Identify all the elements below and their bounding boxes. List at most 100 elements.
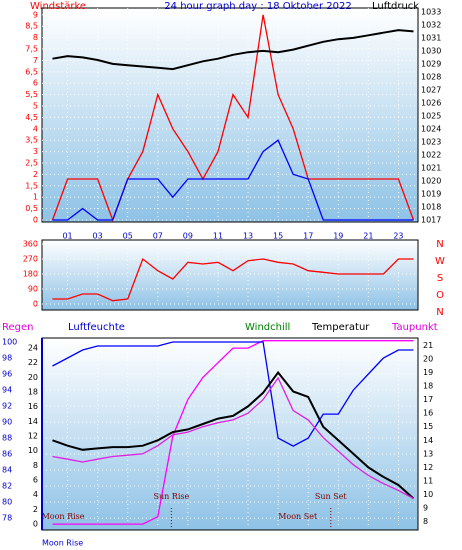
y2-tick-label: 18 (423, 382, 433, 391)
annotation: Moon Set (278, 512, 318, 521)
direction-label: S (437, 273, 443, 284)
y3-tick-label: 14 (28, 417, 38, 426)
y3-tick-label: 6 (33, 476, 38, 485)
direction-label: N (436, 307, 443, 318)
series-line (52, 341, 414, 447)
y-tick-label: 0,5 (25, 204, 38, 213)
y-tick-label: 8 (33, 33, 38, 42)
y2-tick-label: 14 (423, 436, 433, 445)
legend-pressure: Luftdruck (372, 1, 419, 12)
y-tick-label: 9 (33, 10, 38, 19)
y2-tick-label: 1026 (421, 98, 441, 107)
y-tick-label: 4 (33, 124, 38, 133)
series-line (52, 340, 414, 525)
y-tick-label: 6 (33, 79, 38, 88)
y2-tick-label: 1021 (421, 163, 441, 172)
y-tick-label: 82 (2, 482, 12, 491)
y-tick-label: 0 (33, 300, 38, 309)
series-line (52, 370, 415, 500)
legend-humidity: Luftfeuchte (68, 322, 125, 333)
y2-tick-label: 11 (423, 476, 433, 485)
y-tick-label: 90 (28, 285, 38, 294)
y2-tick-label: 1024 (421, 124, 441, 133)
y-tick-label: 270 (23, 255, 38, 264)
y-tick-label: 90 (2, 418, 12, 427)
y2-tick-label: 10 (423, 490, 433, 499)
y-tick-label: 1 (33, 193, 38, 202)
y-tick-label: 4,5 (25, 113, 38, 122)
y-tick-label: 100 (2, 338, 17, 347)
y2-tick-label: 1023 (421, 137, 441, 146)
y-tick-label: 94 (2, 386, 12, 395)
y2-tick-label: 1025 (421, 111, 441, 120)
y2-tick-label: 8 (423, 517, 428, 526)
y-tick-label: 84 (2, 466, 12, 475)
y-tick-label: 92 (2, 402, 12, 411)
y2-tick-label: 17 (423, 395, 433, 404)
y2-tick-label: 1017 (421, 216, 441, 225)
y-tick-label: 180 (23, 270, 38, 279)
y-tick-label: 3 (33, 147, 38, 156)
panel-wind (41, 7, 419, 223)
panel-climate (41, 337, 419, 531)
y3-tick-label: 10 (28, 446, 38, 455)
y2-tick-label: 1027 (421, 85, 441, 94)
y2-tick-label: 1031 (421, 33, 441, 42)
footer-moon: Moon Rise (42, 539, 83, 548)
y2-tick-label: 19 (423, 368, 433, 377)
x-tick-label: 07 (153, 232, 163, 241)
x-tick-label: 23 (393, 232, 403, 241)
y3-tick-label: 16 (28, 402, 38, 411)
annotation: Moon Rise (42, 512, 85, 521)
x-tick-label: 03 (93, 232, 103, 241)
y3-tick-label: 24 (28, 344, 38, 353)
series-line (52, 376, 414, 500)
y2-tick-label: 16 (423, 409, 433, 418)
y2-tick-label: 1032 (421, 20, 441, 29)
y-tick-label: 2 (33, 170, 38, 179)
y-tick-label: 78 (2, 514, 12, 523)
chart-title: 24 hour graph day : 18 Oktober 2022 (164, 1, 351, 12)
y3-tick-label: 18 (28, 388, 38, 397)
y2-tick-label: 12 (423, 463, 433, 472)
annotation: Sun Set (315, 492, 348, 501)
legend-windchill: Windchill (245, 322, 290, 333)
y-tick-label: 8,5 (25, 22, 38, 31)
y2-tick-label: 21 (423, 341, 433, 350)
y-tick-label: 6,5 (25, 67, 38, 76)
legend-dewpoint: Taupunkt (391, 322, 438, 333)
direction-label: N (436, 239, 443, 250)
y-tick-label: 3,5 (25, 136, 38, 145)
y3-tick-label: 22 (28, 358, 38, 367)
y-tick-label: 5,5 (25, 90, 38, 99)
x-tick-label: 19 (333, 232, 343, 241)
x-tick-label: 13 (243, 232, 253, 241)
series-line (52, 257, 414, 302)
y3-tick-label: 20 (28, 373, 38, 382)
y2-tick-label: 1019 (421, 189, 441, 198)
y3-tick-label: 4 (33, 490, 38, 499)
y2-tick-label: 1028 (421, 72, 441, 81)
legend-rain: Regen (2, 322, 34, 333)
y2-tick-label: 1029 (421, 59, 441, 68)
y-tick-label: 86 (2, 450, 12, 459)
x-tick-label: 05 (123, 232, 133, 241)
x-tick-label: 15 (273, 232, 283, 241)
y2-tick-label: 20 (423, 354, 433, 363)
y-tick-label: 96 (2, 370, 12, 379)
y2-tick-label: 13 (423, 449, 433, 458)
y-tick-label: 80 (2, 498, 12, 507)
y-tick-label: 360 (23, 240, 38, 249)
direction-label: W (435, 256, 445, 267)
series-line (52, 139, 414, 221)
y2-tick-label: 1033 (421, 7, 441, 16)
y2-tick-label: 1022 (421, 150, 441, 159)
legend-temperature: Temperatur (311, 322, 370, 333)
series-line (52, 29, 414, 71)
y3-tick-label: 8 (33, 461, 38, 470)
y2-tick-label: 1018 (421, 202, 441, 211)
x-tick-label: 17 (303, 232, 313, 241)
y-tick-label: 5 (33, 102, 38, 111)
